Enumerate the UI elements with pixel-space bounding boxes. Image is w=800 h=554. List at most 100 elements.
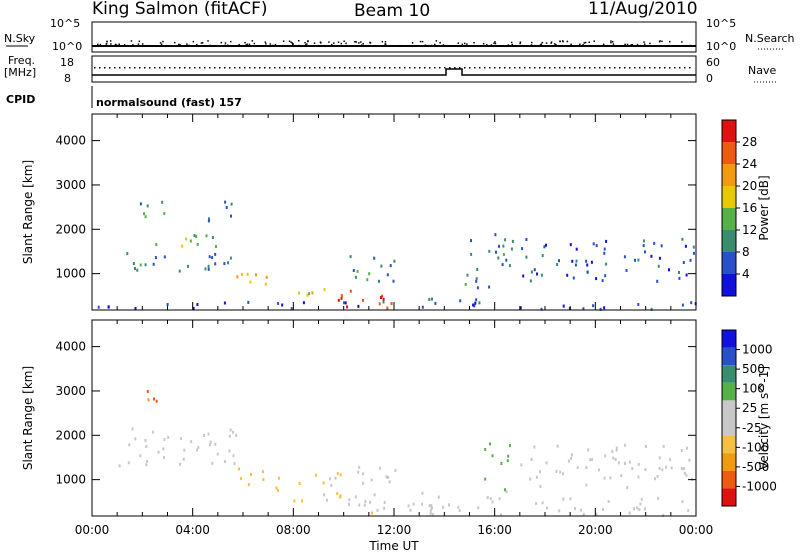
velocity-echo-cell bbox=[604, 454, 607, 458]
power-echo-cell bbox=[543, 245, 546, 249]
noise-point bbox=[292, 44, 294, 46]
velocity-echo-cell bbox=[330, 484, 333, 487]
noise-point bbox=[269, 43, 272, 45]
colorbar-tick-label: 8 bbox=[742, 245, 750, 259]
frequency-point bbox=[219, 67, 221, 69]
frequency-point bbox=[489, 67, 491, 69]
power-echo-cell bbox=[603, 247, 606, 251]
noise-point bbox=[531, 41, 533, 44]
noise-point bbox=[482, 43, 485, 45]
velocity-echo-cell bbox=[645, 444, 647, 448]
power-echo-cell bbox=[472, 303, 475, 307]
frequency-point bbox=[239, 67, 241, 69]
noise-point bbox=[419, 40, 422, 43]
power-echo-cell bbox=[214, 262, 217, 266]
nsky-label: N.Sky bbox=[4, 32, 36, 45]
velocity-echo-cell bbox=[580, 508, 583, 512]
velocity-echo-cell bbox=[500, 513, 502, 517]
power-echo-cell bbox=[211, 236, 214, 239]
noise-point bbox=[681, 41, 683, 43]
power-echo-cell bbox=[693, 251, 695, 255]
power-echo-cell bbox=[154, 256, 157, 260]
power-echo-cell bbox=[205, 234, 208, 238]
nave-label: Nave bbox=[748, 64, 776, 77]
noise-point bbox=[274, 43, 277, 46]
velocity-echo-cell bbox=[369, 500, 371, 504]
power-echo-cell bbox=[192, 306, 195, 310]
velocity-echo-cell bbox=[662, 444, 665, 448]
velocity-echo-cell bbox=[261, 470, 264, 474]
nave-tick-low: 0 bbox=[706, 72, 713, 85]
power-echo-cell bbox=[366, 278, 369, 282]
noise-point bbox=[109, 40, 112, 42]
velocity-echo-cell bbox=[617, 461, 620, 465]
power-echo-cell bbox=[393, 259, 396, 263]
noise-point bbox=[238, 43, 240, 46]
noise-point bbox=[209, 44, 211, 47]
noise-point bbox=[494, 42, 497, 45]
noise-point bbox=[533, 44, 536, 47]
velocity-echo-cell bbox=[238, 467, 241, 471]
velocity-echo-cell bbox=[373, 493, 376, 497]
power-echo-cell bbox=[464, 283, 467, 286]
nsearch-label: N.Search bbox=[745, 32, 795, 45]
frequency-point bbox=[104, 67, 106, 69]
velocity-echo-cell bbox=[489, 497, 492, 501]
power-echo-cell bbox=[566, 273, 569, 277]
power-echo-cell bbox=[575, 259, 578, 263]
noise-point bbox=[137, 43, 140, 45]
noise-point bbox=[530, 44, 533, 46]
frequency-point bbox=[679, 67, 681, 69]
frequency-point bbox=[184, 67, 186, 69]
frequency-point bbox=[194, 67, 196, 69]
noise-point bbox=[220, 41, 223, 44]
noise-point bbox=[612, 43, 615, 45]
power-echo-cell bbox=[590, 260, 593, 264]
frequency-point bbox=[279, 67, 281, 69]
power-echo-cell bbox=[362, 298, 364, 302]
frequency-point bbox=[289, 67, 291, 69]
velocity-echo-cell bbox=[339, 494, 342, 498]
power-echo-cell bbox=[642, 244, 645, 248]
velocity-echo-cell bbox=[457, 505, 460, 509]
colorbar-tick-label: 12 bbox=[742, 223, 757, 237]
power-echo-cell bbox=[682, 261, 685, 264]
frequency-point bbox=[164, 67, 166, 69]
velocity-echo-cell bbox=[686, 446, 688, 450]
noise-point bbox=[424, 44, 427, 46]
noise-point bbox=[272, 44, 274, 47]
power-echo-cell bbox=[195, 235, 198, 239]
noise-point bbox=[224, 44, 227, 46]
frequency-point bbox=[114, 67, 116, 69]
noise-point bbox=[305, 44, 307, 46]
noise-dots bbox=[97, 40, 691, 47]
power-echo-cell bbox=[357, 304, 360, 308]
noise-point bbox=[539, 44, 542, 46]
frequency-point bbox=[214, 67, 216, 69]
velocity-echo-cell bbox=[628, 511, 631, 515]
velocity-echo-cell bbox=[607, 500, 610, 503]
velocity-echo-cell bbox=[533, 445, 536, 449]
frequency-point bbox=[514, 67, 516, 69]
noise-left-tick-low: 10^0 bbox=[52, 40, 82, 53]
power-echo-cell bbox=[207, 264, 210, 268]
velocity-echo-cell bbox=[507, 454, 510, 458]
noise-point bbox=[130, 40, 133, 42]
frequency-point bbox=[599, 67, 601, 69]
power-echo-cell bbox=[681, 237, 684, 241]
velocity-echo-cell bbox=[602, 507, 605, 511]
velocity-echo-cell bbox=[357, 470, 360, 474]
noise-point bbox=[313, 42, 316, 44]
velocity-echo-cell bbox=[683, 471, 686, 475]
frequency-point bbox=[349, 67, 351, 69]
frequency-point bbox=[99, 67, 101, 69]
frequency-point bbox=[314, 67, 316, 69]
velocity-echo-cell bbox=[681, 500, 684, 504]
power-echo-cell bbox=[434, 301, 437, 305]
noise-point bbox=[146, 44, 149, 47]
velocity-panel: 1000 2000 3000 4000 Slant Range [km] bbox=[21, 319, 697, 517]
velocity-echo-cell bbox=[329, 477, 331, 481]
frequency-point bbox=[584, 67, 586, 69]
velocity-echo-cell bbox=[545, 461, 548, 465]
frequency-point bbox=[574, 67, 576, 69]
